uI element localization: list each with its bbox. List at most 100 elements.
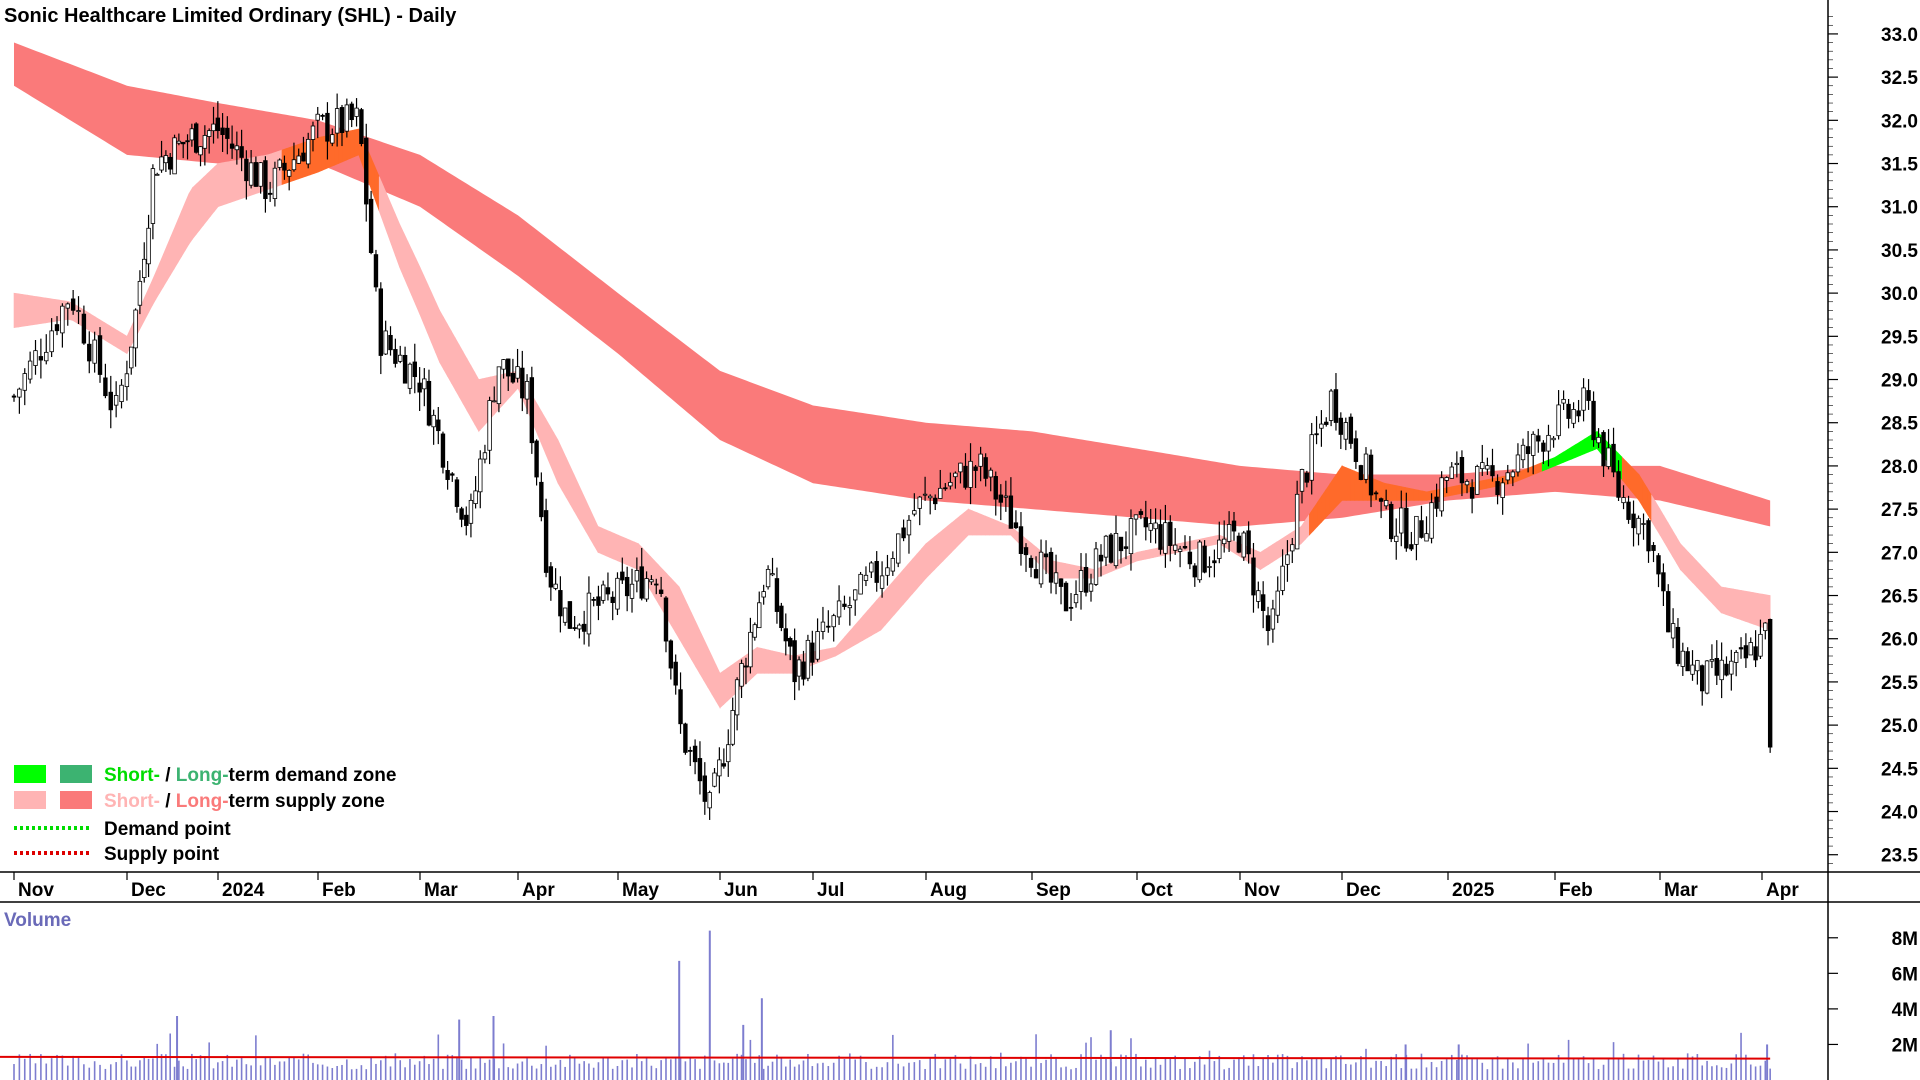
candle-body [176, 140, 182, 144]
short-term-zone-segment [715, 664, 721, 709]
candle-body [1675, 626, 1681, 664]
candle-body [325, 112, 330, 142]
price-tick-label: 30.5 [1881, 241, 1918, 262]
candle-body [639, 566, 644, 599]
short-term-zone-segment [427, 284, 433, 344]
short-term-zone-segment [764, 648, 769, 674]
candle-body [1275, 590, 1280, 616]
month-label: Mar [1664, 880, 1698, 901]
candle-body [591, 599, 596, 601]
candle-body [393, 349, 398, 364]
candle-body [1495, 481, 1500, 496]
short-term-zone-segment [1354, 470, 1360, 501]
short-term-zone-segment [415, 258, 421, 315]
short-term-zone-segment [117, 330, 123, 352]
candle-body [515, 366, 520, 379]
short-term-zone-segment [1659, 508, 1665, 544]
candle-body [27, 360, 33, 380]
short-term-zone-segment [1584, 436, 1589, 455]
short-term-zone-segment [912, 553, 918, 595]
short-term-zone-segment [22, 294, 28, 327]
candle-body [548, 566, 554, 588]
candle-body [1133, 514, 1139, 520]
candle-body [1531, 433, 1536, 456]
candle-body [906, 519, 912, 536]
candle-body [1207, 566, 1212, 568]
short-term-zone-segment [342, 131, 347, 163]
candle-body [998, 494, 1003, 503]
candle-body [1536, 435, 1541, 442]
candle-body [1353, 438, 1359, 462]
candle-body [826, 625, 831, 628]
price-tick-label: 29.5 [1881, 327, 1918, 348]
candle-body [1394, 535, 1399, 542]
candle-body [1566, 403, 1571, 419]
candle-body [1767, 619, 1773, 748]
candle-body [1480, 462, 1485, 470]
candle-body [478, 458, 483, 493]
candle-body [1241, 532, 1246, 558]
short-term-zone-segment [1737, 589, 1742, 621]
candle-body [1383, 500, 1389, 507]
candle-body [60, 305, 65, 334]
price-tick-label: 32.5 [1881, 68, 1918, 89]
legend-separator: / [160, 765, 176, 786]
candle-body [22, 373, 27, 391]
candle-body [1399, 507, 1404, 534]
candle-body [1202, 545, 1207, 573]
short-term-zone-segment [159, 254, 164, 294]
short-term-zone-segment [997, 520, 1003, 536]
short-term-zone-segment [1256, 550, 1261, 571]
candle-body [450, 473, 455, 476]
candle-body [654, 583, 659, 586]
short-term-zone-segment [1069, 564, 1075, 579]
short-term-zone-segment [317, 136, 323, 173]
short-term-zone-segment [1621, 456, 1627, 486]
price-tick-label: 30.0 [1881, 284, 1918, 305]
short-term-zone-segment [27, 294, 33, 326]
short-term-zone-segment [889, 579, 895, 621]
short-term-zone-segment [225, 161, 231, 205]
candle-body [291, 159, 297, 171]
short-term-zone-segment [585, 500, 591, 540]
short-term-zone-segment [1724, 587, 1730, 617]
candle-body [1419, 520, 1424, 538]
price-axis: 33.0 32.5 32.0 31.5 31.0 30.5 30.0 29.5 29.0 28.5… [1828, 16, 1918, 873]
candle-body [1299, 469, 1305, 492]
short-term-zone-segment [423, 275, 429, 334]
short-term-zone-segment [439, 309, 444, 371]
candle-body [810, 642, 815, 663]
short-term-zone-segment [907, 558, 913, 600]
short-term-zone-segment [1333, 470, 1339, 510]
short-term-zone-segment [593, 517, 599, 554]
legend-separator: / [160, 791, 176, 812]
candle-body [1192, 565, 1197, 578]
short-term-zone-segment [853, 620, 859, 647]
month-label: Apr [522, 880, 555, 901]
candle-body [815, 631, 820, 660]
short-term-zone-segment [985, 515, 990, 536]
short-term-zone-segment [601, 527, 607, 557]
short-term-zone-segment [1350, 468, 1356, 501]
short-term-zone-segment [192, 183, 197, 240]
candle-body [927, 495, 933, 499]
short-term-zone-segment [613, 532, 619, 562]
short-term-zone-segment [862, 610, 868, 641]
candle-body [922, 493, 928, 496]
short-term-zone-segment [565, 457, 571, 506]
candle-body [119, 384, 124, 403]
price-tick-label: 28.0 [1881, 457, 1918, 478]
candle-body [193, 123, 199, 153]
short-term-zone-segment [1708, 573, 1714, 605]
candle-body [272, 167, 278, 199]
short-term-zone-segment [1716, 581, 1722, 614]
candle-body [258, 162, 263, 187]
candle-body [402, 354, 408, 384]
short-term-zone-segment [989, 517, 995, 536]
short-term-zone-segment [1065, 563, 1071, 579]
candle-body [129, 346, 134, 369]
short-term-zone-segment [313, 137, 319, 174]
short-term-zone-segment [1486, 478, 1492, 489]
candle-body [792, 640, 797, 683]
short-term-zone-segment [1418, 489, 1423, 501]
